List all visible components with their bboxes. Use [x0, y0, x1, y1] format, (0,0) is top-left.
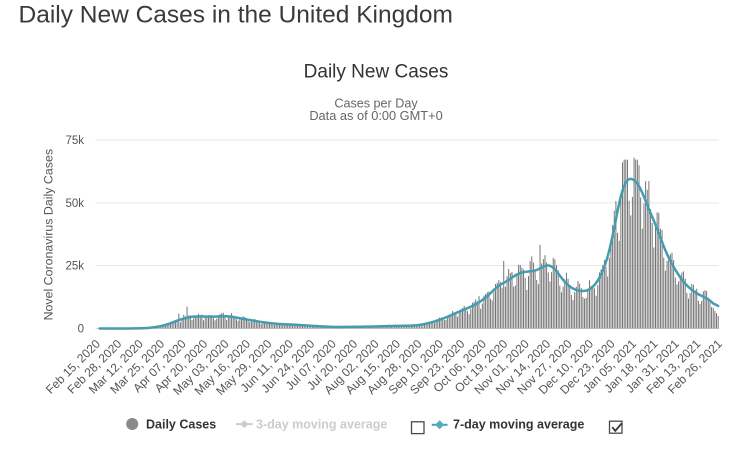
svg-text:50k: 50k [65, 198, 84, 210]
svg-text:Novel Coronavirus Daily Cases: Novel Coronavirus Daily Cases [42, 149, 56, 320]
svg-text:Cases per Day: Cases per Day [334, 96, 418, 110]
svg-text:3-day moving average: 3-day moving average [256, 418, 387, 432]
svg-text:Daily Cases: Daily Cases [146, 418, 216, 432]
svg-text:Daily New Cases: Daily New Cases [304, 62, 449, 83]
svg-text:Daily New Cases in the United: Daily New Cases in the United Kingdom [19, 2, 453, 29]
svg-text:7-day moving average: 7-day moving average [453, 418, 584, 432]
svg-text:25k: 25k [65, 261, 84, 273]
svg-text:0: 0 [78, 324, 84, 336]
svg-text:Data as of 0:00 GMT+0: Data as of 0:00 GMT+0 [309, 108, 442, 123]
svg-text:75k: 75k [65, 135, 84, 147]
